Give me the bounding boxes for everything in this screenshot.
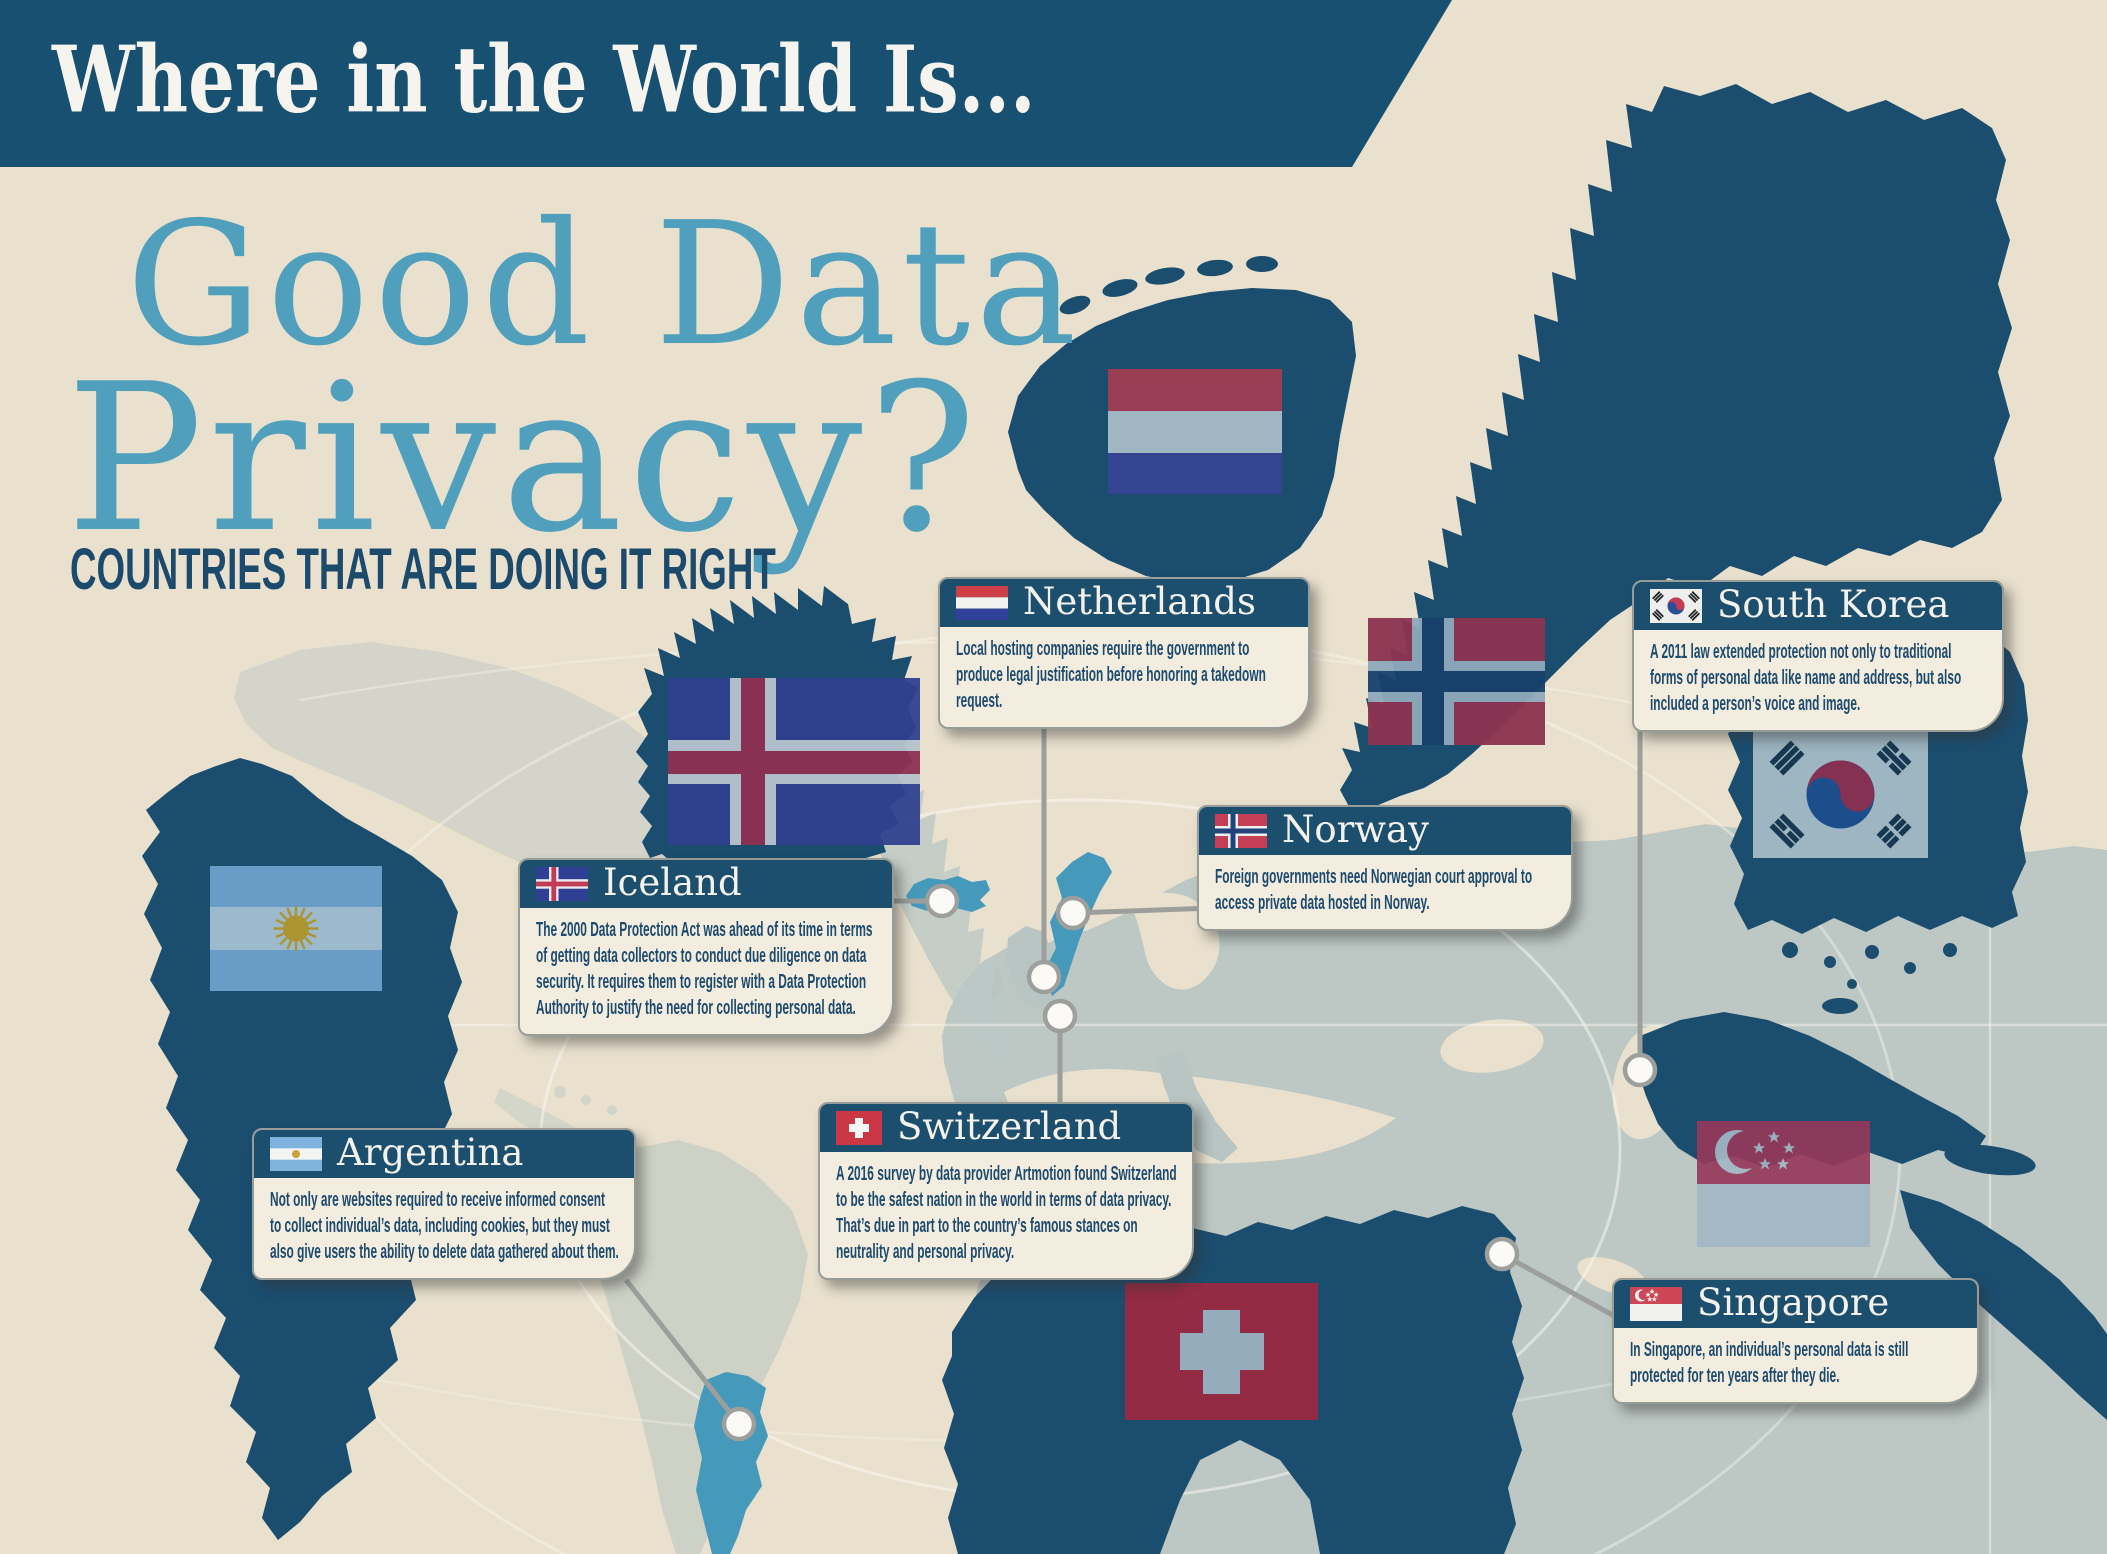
map-island-caribbean (607, 1105, 617, 1115)
country-description: Foreign governments need Norwegian court… (1215, 865, 1533, 914)
country-name: South Korea (1717, 582, 1950, 626)
country-description: Not only are websites required to receiv… (270, 1188, 619, 1263)
callout-body: Local hosting companies require the gove… (940, 627, 1308, 727)
callout-body: In Singapore, an individual’s personal d… (1614, 1328, 1977, 1402)
callout-header: South Korea (1634, 582, 2002, 630)
singapore-flag-icon (1630, 1287, 1682, 1321)
connector-norway (1072, 905, 1215, 916)
country-name: Switzerland (897, 1104, 1122, 1148)
callout-switzerland: Switzerland A 2016 survey by data provid… (818, 1102, 1194, 1280)
callout-body: Foreign governments need Norwegian court… (1199, 855, 1571, 929)
headline-line1: Good Data (126, 186, 1082, 384)
location-dots (721, 883, 1658, 1442)
title-banner: Where in the World Is... (0, 0, 1452, 167)
country-description: A 2016 survey by data provider Artmotion… (836, 1162, 1177, 1263)
country-name: Iceland (603, 860, 742, 904)
map-island-caribbean (581, 1095, 591, 1105)
callout-header: Norway (1199, 807, 1571, 855)
map-sea-black-sea (1440, 1019, 1544, 1073)
callout-header: Netherlands (940, 579, 1308, 627)
location-dot-iceland (924, 883, 960, 919)
flag-overlays (210, 369, 1928, 1420)
location-dot-netherlands (1026, 959, 1062, 995)
country-description: In Singapore, an individual’s personal d… (1630, 1338, 1909, 1387)
map-shape-italy (1156, 1052, 1238, 1162)
callout-singapore: Singapore In Singapore, an individual’s … (1612, 1278, 1979, 1404)
switzerland-flag-overlay (1125, 1283, 1318, 1420)
callout-body: A 2016 survey by data provider Artmotion… (820, 1152, 1192, 1278)
switzerland-flag-icon (836, 1111, 882, 1145)
callout-netherlands: Netherlands Local hosting companies requ… (938, 577, 1310, 729)
location-dot-switzerland (1042, 998, 1078, 1034)
iceland-flag-overlay (668, 678, 920, 845)
netherlands-flag-icon (956, 586, 1008, 620)
netherlands-flag-overlay (1108, 369, 1282, 494)
argentina-flag-icon (270, 1137, 322, 1171)
callout-header: Argentina (254, 1130, 634, 1178)
norway-flag-overlay (1368, 618, 1545, 745)
map-shape-north-america (234, 642, 700, 892)
norway-flag-icon (1215, 814, 1267, 848)
connector-lines (624, 686, 1643, 1426)
country-description: The 2000 Data Protection Act was ahead o… (536, 918, 873, 1019)
singapore-flag-overlay (1697, 1121, 1870, 1247)
country-description: Local hosting companies require the gove… (956, 637, 1266, 712)
callout-body: Not only are websites required to receiv… (254, 1178, 634, 1278)
callout-header: Switzerland (820, 1104, 1192, 1152)
headline-line2: Privacy? (66, 341, 982, 578)
country-description: A 2011 law extended protection not only … (1650, 640, 1962, 715)
callout-south-korea: South Korea A 2011 law extended protecti… (1632, 580, 2004, 732)
country-name: Norway (1282, 807, 1429, 851)
country-name: Argentina (337, 1130, 524, 1174)
country-name: Singapore (1697, 1280, 1890, 1324)
location-dot-south-korea (1622, 1052, 1658, 1088)
callout-body: The 2000 Data Protection Act was ahead o… (520, 908, 892, 1034)
page-subtitle: COUNTRIES THAT ARE DOING IT RIGHT (70, 537, 776, 602)
country-name: Netherlands (1023, 579, 1256, 623)
south-korea-flag-icon (1650, 589, 1702, 623)
map-island-caribbean (554, 1086, 566, 1098)
banner-title: Where in the World Is... (52, 25, 1036, 134)
callout-argentina: Argentina Not only are websites required… (252, 1128, 636, 1280)
iceland-flag-icon (536, 867, 588, 901)
location-dot-singapore (1484, 1236, 1520, 1272)
connector-argentina (624, 1278, 741, 1426)
connector-singapore (1500, 1251, 1620, 1321)
location-dot-norway (1055, 895, 1091, 931)
argentina-flag-overlay (210, 866, 382, 991)
callout-body: A 2011 law extended protection not only … (1634, 630, 2002, 730)
callout-header: Singapore (1614, 1280, 1977, 1328)
map-shape-south-america (590, 1140, 808, 1554)
callout-norway: Norway Foreign governments need Norwegia… (1197, 805, 1573, 931)
callout-iceland: Iceland The 2000 Data Protection Act was… (518, 858, 894, 1036)
south-korea-flag-overlay (1753, 731, 1928, 858)
location-dot-argentina (721, 1406, 757, 1442)
callout-header: Iceland (520, 860, 892, 908)
